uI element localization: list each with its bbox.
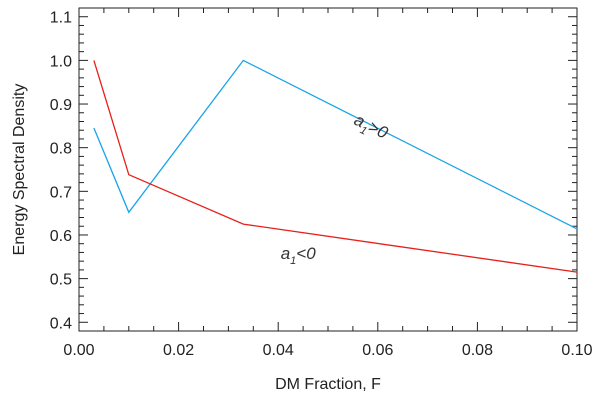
x-tick-label: 0.04 <box>263 342 294 359</box>
x-tick-label: 0.02 <box>163 342 194 359</box>
annotation-a1-negative: a1<0 <box>281 244 317 267</box>
y-tick-label: 1.0 <box>50 53 72 70</box>
annotation-a1-positive: a1>0 <box>349 110 391 146</box>
y-tick-label: 0.8 <box>50 141 72 158</box>
y-tick-label: 0.7 <box>50 184 72 201</box>
x-tick-label: 0.10 <box>561 342 592 359</box>
series-line-blue <box>93 59 578 230</box>
plot-frame <box>78 7 578 332</box>
y-axis-title: Energy Spectral Density <box>11 84 28 256</box>
plot-area-border <box>78 7 578 332</box>
x-axis-title: DM Fraction, F <box>275 376 381 393</box>
y-tick-label: 0.9 <box>50 97 72 114</box>
y-axis-ticks: 0.4 0.5 0.6 0.7 0.8 0.9 1.0 1.1 <box>50 7 577 332</box>
x-tick-label: 0.00 <box>63 342 94 359</box>
series-line-red <box>93 60 578 273</box>
y-tick-label: 0.5 <box>50 272 72 289</box>
x-tick-label: 0.06 <box>362 342 393 359</box>
y-tick-label: 1.1 <box>50 10 72 27</box>
x-tick-label: 0.08 <box>462 342 493 359</box>
y-tick-label: 0.4 <box>50 315 72 332</box>
series-lines <box>93 59 578 273</box>
y-tick-label: 0.6 <box>50 228 72 245</box>
x-axis-ticks: 0.00 0.02 0.04 0.06 0.08 0.10 <box>63 8 593 359</box>
